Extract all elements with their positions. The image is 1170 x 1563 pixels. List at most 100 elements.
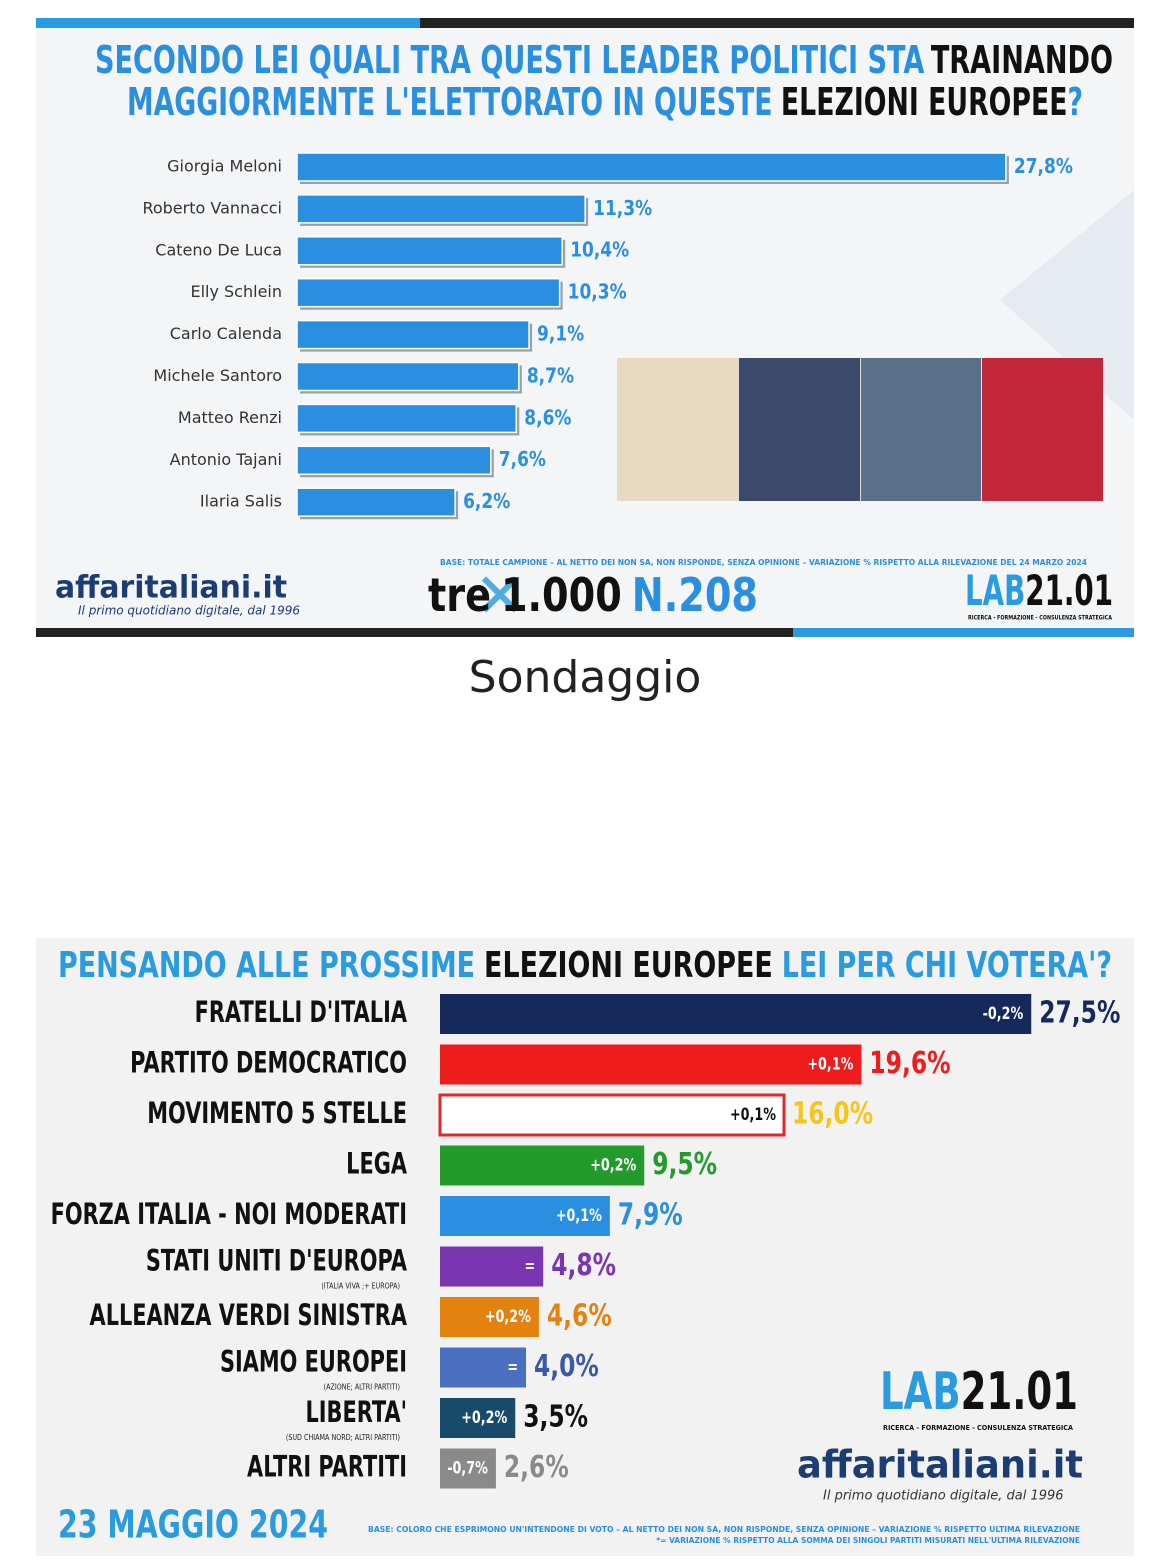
bar xyxy=(440,1448,496,1489)
chart-title: SECONDO LEI QUALI TRA QUESTI LEADER POLI… xyxy=(95,38,1113,82)
series-name-part: N.208 xyxy=(632,568,758,622)
change-label: +0,1% xyxy=(730,1104,776,1124)
source-note: BASE: COLORO CHE ESPRIMONO UN'INTENDONE … xyxy=(368,1525,1080,1534)
bottom-stripe-accent xyxy=(793,628,1134,637)
brand-tagline: Il primo quotidiano digitale, dal 1996 xyxy=(823,1489,1064,1504)
lab-logo-part: 21.01 xyxy=(961,1362,1078,1422)
category-label: Michele Santoro xyxy=(153,366,282,385)
lab-logo: LAB21.01 xyxy=(880,1362,1078,1422)
source-note: BASE: TOTALE CAMPIONE – AL NETTO DEI NON… xyxy=(440,558,1087,567)
series-name-part: tre xyxy=(428,568,491,622)
category-label: Roberto Vannacci xyxy=(142,198,282,217)
title-part: MAGGIORMENTE L'ELETTORATO IN QUESTE xyxy=(127,80,772,124)
category-label: Cateno De Luca xyxy=(155,240,282,259)
photo xyxy=(982,358,1103,501)
lab-logo: LAB21.01 xyxy=(965,566,1113,615)
bar xyxy=(440,1196,610,1236)
value-label: 8,6% xyxy=(524,407,571,430)
title-part: PENSANDO ALLE PROSSIME xyxy=(58,945,475,986)
bar xyxy=(296,236,563,266)
title-part: ELEZIONI EUROPEE xyxy=(484,945,773,986)
category-label: Ilaria Salis xyxy=(200,492,282,511)
category-label: LIBERTA' xyxy=(306,1396,407,1429)
value-label: 27,8% xyxy=(1014,156,1073,179)
category-label: SIAMO EUROPEI xyxy=(220,1345,407,1378)
change-label: = xyxy=(525,1256,536,1276)
title-part: TRAINANDO xyxy=(931,38,1113,82)
value-label: 11,3% xyxy=(593,198,652,221)
value-label: 27,5% xyxy=(1039,996,1120,1031)
value-label: 4,8% xyxy=(551,1248,616,1283)
change-label: -0,2% xyxy=(983,1003,1024,1023)
category-label: FORZA ITALIA - NOI MODERATI xyxy=(51,1198,407,1231)
bar xyxy=(296,403,518,434)
category-note: (SUD CHIAMA NORD; ALTRI PARTITI) xyxy=(286,1432,400,1442)
bar xyxy=(440,994,1032,1034)
bar xyxy=(438,1093,786,1137)
series-name: tre1.000N.208 xyxy=(428,568,758,622)
value-label: 2,6% xyxy=(504,1450,569,1485)
change-label: +0,1% xyxy=(556,1205,602,1225)
caption: Sondaggio xyxy=(469,652,702,703)
category-label: ALLEANZA VERDI SINISTRA xyxy=(90,1299,408,1332)
value-label: 7,6% xyxy=(499,449,546,472)
bar xyxy=(296,194,586,224)
bar xyxy=(296,361,520,392)
value-label: 16,0% xyxy=(792,1097,873,1132)
bar xyxy=(296,319,530,350)
change-label: +0,2% xyxy=(461,1407,507,1427)
category-label: FRATELLI D'ITALIA xyxy=(195,996,408,1029)
category-label: Antonio Tajani xyxy=(170,450,282,469)
bar xyxy=(440,1246,544,1287)
lab-logo-part: LAB xyxy=(965,566,1025,615)
bar xyxy=(440,1297,539,1337)
bar xyxy=(296,445,492,476)
bar xyxy=(296,152,1007,182)
bottom-stripe xyxy=(36,628,1134,637)
series-x: ✕ xyxy=(474,559,526,632)
date: 23 MAGGIO 2024 xyxy=(58,1503,328,1547)
photo xyxy=(739,358,860,501)
top-stripe xyxy=(36,18,1134,28)
value-label: 3,5% xyxy=(523,1400,588,1435)
category-label: Matteo Renzi xyxy=(178,408,282,427)
value-label: 4,6% xyxy=(547,1299,612,1334)
value-label: 10,3% xyxy=(568,281,627,304)
chart-title: MAGGIORMENTE L'ELETTORATO IN QUESTEELEZI… xyxy=(127,80,1083,124)
title-part: ELEZIONI EUROPEE xyxy=(781,80,1068,124)
value-label: 10,4% xyxy=(570,239,629,262)
lab-tagline: RICERCA - FORMAZIONE - CONSULENZA STRATE… xyxy=(968,615,1112,622)
category-label: Carlo Calenda xyxy=(170,324,282,343)
category-label: MOVIMENTO 5 STELLE xyxy=(147,1097,407,1130)
value-label: 7,9% xyxy=(618,1198,683,1233)
change-label: +0,1% xyxy=(807,1054,853,1074)
title-part: ? xyxy=(1067,80,1083,124)
value-label: 8,7% xyxy=(527,365,574,388)
change-label: -0,7% xyxy=(447,1458,488,1478)
brand: affaritaliani.it xyxy=(797,1443,1083,1487)
bar xyxy=(296,277,561,308)
category-label: STATI UNITI D'EUROPA xyxy=(146,1244,407,1277)
chart-frame xyxy=(36,18,1134,637)
bar xyxy=(440,1398,516,1438)
chart-frame xyxy=(36,938,1134,1556)
photos xyxy=(617,358,1103,501)
category-note: (AZIONE; ALTRI PARTITI) xyxy=(324,1382,400,1392)
source-note: *= VARIAZIONE % RISPETTO ALLA SOMMA DEI … xyxy=(656,1536,1080,1545)
category-label: PARTITO DEMOCRATICO xyxy=(130,1046,407,1079)
bar xyxy=(440,1044,862,1085)
category-label: LEGA xyxy=(346,1147,407,1180)
value-label: 9,1% xyxy=(537,323,584,346)
top-stripe-accent xyxy=(36,18,420,28)
photo xyxy=(861,358,981,501)
chart-title: PENSANDO ALLE PROSSIMEELEZIONI EUROPEELE… xyxy=(58,945,1112,986)
title-part: SECONDO LEI QUALI TRA QUESTI LEADER POLI… xyxy=(95,38,925,82)
category-label: Giorgia Meloni xyxy=(167,157,282,176)
bar xyxy=(440,1145,645,1186)
value-label: 6,2% xyxy=(463,491,510,514)
photo xyxy=(617,358,738,501)
brand: affaritaliani.it xyxy=(55,570,287,606)
lab-tagline: RICERCA - FORMAZIONE - CONSULENZA STRATE… xyxy=(883,1424,1074,1432)
